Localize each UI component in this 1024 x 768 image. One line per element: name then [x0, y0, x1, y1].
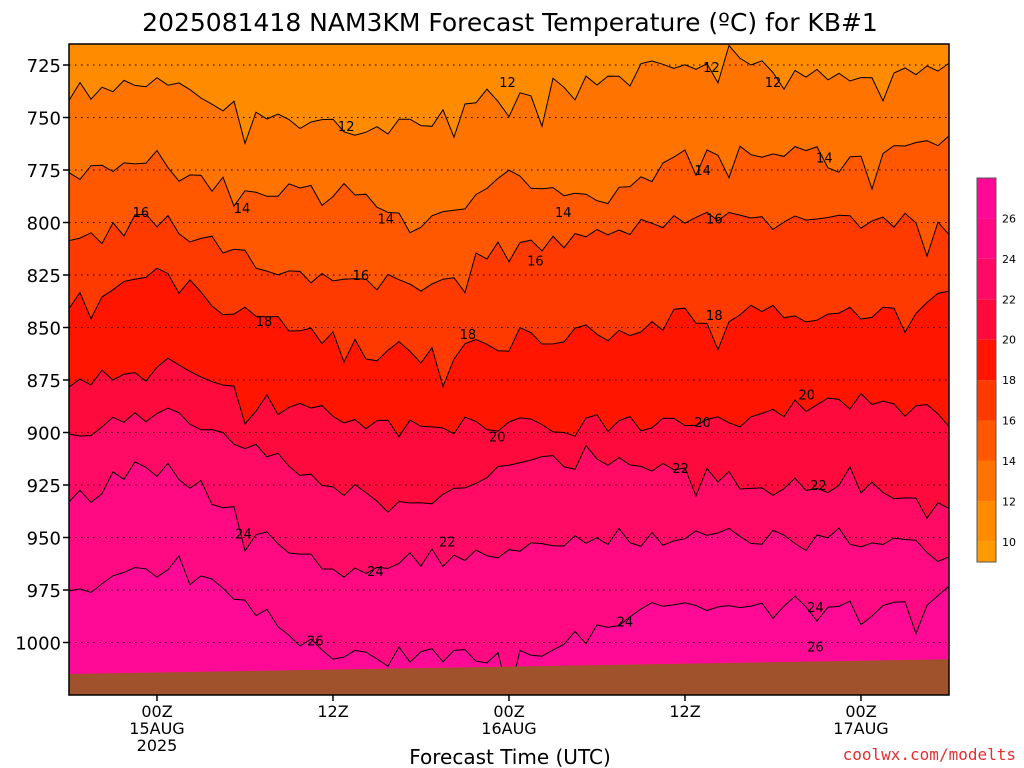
contour-label-26: 26 — [307, 634, 324, 649]
isotherm-20 — [69, 357, 949, 438]
x-tick-label-3-1: 12Z — [669, 702, 700, 721]
credit-text: coolwx.com/modelts — [843, 745, 1016, 764]
y-tick-label-850: 850 — [27, 319, 61, 340]
isotherm-12 — [69, 44, 949, 146]
y-tick-label-725: 725 — [27, 56, 61, 77]
contour-label-0: 12 — [338, 120, 355, 135]
colorbar-tick-20: 20 — [1002, 334, 1016, 347]
colorbar-tick-12: 12 — [1002, 495, 1016, 508]
contour-label-21: 22 — [810, 479, 827, 494]
contour-label-17: 20 — [694, 416, 711, 431]
contour-label-10: 16 — [353, 269, 370, 284]
colorbar: 10 12 14 16 18 20 22 24 26 — [976, 177, 1016, 563]
x-tick-label-4-1: 00Z — [845, 702, 876, 721]
x-tick-label-0-3: 2025 — [137, 736, 178, 755]
contour-label-24: 24 — [617, 616, 634, 631]
colorbar-bin-7 — [977, 258, 996, 300]
x-axis-label: Forecast Time (UTC) — [409, 745, 611, 768]
colorbar-bin-3 — [977, 420, 996, 461]
y-tick-label-900: 900 — [27, 424, 61, 445]
colorbar-tick-26: 26 — [1002, 212, 1016, 225]
x-tick-label-2-1: 00Z — [493, 702, 524, 721]
colorbar-bin-1 — [977, 501, 996, 542]
x-tick-label-4-2: 17AUG — [833, 719, 888, 738]
colorbar-bin-8 — [977, 218, 996, 259]
isotherm-16 — [69, 211, 949, 294]
contour-label-15: 18 — [706, 309, 723, 324]
colorbar-bin-9 — [977, 178, 996, 219]
isotherm-26 — [69, 555, 949, 695]
contour-label-7: 14 — [694, 164, 711, 179]
colorbar-tick-16: 16 — [1002, 415, 1016, 428]
y-tick-label-775: 775 — [27, 161, 61, 182]
isotherm-18 — [69, 267, 949, 388]
contour-label-1: 12 — [499, 76, 516, 91]
contour-label-25: 24 — [807, 601, 824, 616]
y-tick-label-1000: 1000 — [15, 634, 61, 655]
x-tick-label-0-2: 15AUG — [129, 719, 184, 738]
isotherm-14 — [69, 135, 949, 234]
y-tick-label-975: 975 — [27, 581, 61, 602]
surface-ground — [69, 659, 949, 695]
x-tick-label-0-1: 00Z — [141, 702, 172, 721]
temperature-band-26 — [69, 556, 949, 695]
y-axis: 725 750 775 800 825 850 875 900 925 950 975 1000 — [15, 56, 69, 655]
contour-label-6: 14 — [555, 206, 572, 221]
colorbar-tick-10: 10 — [1002, 536, 1016, 549]
colorbar-bin-2 — [977, 460, 996, 502]
y-tick-label-875: 875 — [27, 371, 61, 392]
contour-label-27: 26 — [807, 641, 824, 656]
y-tick-label-950: 950 — [27, 529, 61, 550]
x-tick-label-2-2: 16AUG — [481, 719, 536, 738]
contour-label-20: 22 — [672, 462, 689, 477]
contour-label-9: 16 — [133, 206, 150, 221]
colorbar-bin-6 — [977, 299, 996, 340]
contour-label-11: 16 — [527, 254, 544, 269]
isotherm-22 — [69, 407, 949, 520]
contour-label-12: 16 — [706, 212, 723, 227]
plot-clip-group: 12 12 12 12 14 14 14 14 14 16 16 16 16 18 18 18 20 20 20 22… — [69, 44, 949, 695]
colorbar-tick-18: 18 — [1002, 374, 1016, 387]
colorbar-tick-14: 14 — [1002, 455, 1016, 468]
y-tick-label-825: 825 — [27, 266, 61, 287]
y-tick-label-750: 750 — [27, 109, 61, 130]
contour-label-8: 14 — [816, 151, 833, 166]
colorbar-frame — [976, 177, 997, 563]
y-tick-label-800: 800 — [27, 214, 61, 235]
contour-label-3: 12 — [765, 76, 782, 91]
plot-area: 12 12 12 12 14 14 14 14 14 16 16 16 16 18 18 18 20 20 20 22… — [68, 43, 950, 696]
contour-label-22: 24 — [235, 527, 252, 542]
colorbar-bin-4 — [977, 380, 996, 421]
contour-label-23: 24 — [367, 565, 384, 580]
contour-label-14: 18 — [460, 328, 477, 343]
x-tick-label-1-1: 12Z — [317, 702, 348, 721]
contour-label-19: 22 — [439, 536, 456, 551]
colorbar-bin-5 — [977, 339, 996, 381]
contour-label-16: 20 — [489, 431, 506, 446]
contour-label-4: 14 — [234, 202, 251, 217]
isotherm-24 — [69, 461, 949, 578]
y-tick-label-925: 925 — [27, 476, 61, 497]
colorbar-tick-22: 22 — [1002, 293, 1016, 306]
colorbar-tick-24: 24 — [1002, 253, 1016, 266]
contour-label-2: 12 — [703, 61, 720, 76]
contour-label-13: 18 — [256, 315, 273, 330]
contour-label-18: 20 — [798, 389, 815, 404]
contour-label-5: 14 — [378, 212, 395, 227]
colorbar-bin-0 — [977, 541, 996, 562]
chart-title: 2025081418 NAM3KM Forecast Temperature (… — [142, 8, 878, 37]
